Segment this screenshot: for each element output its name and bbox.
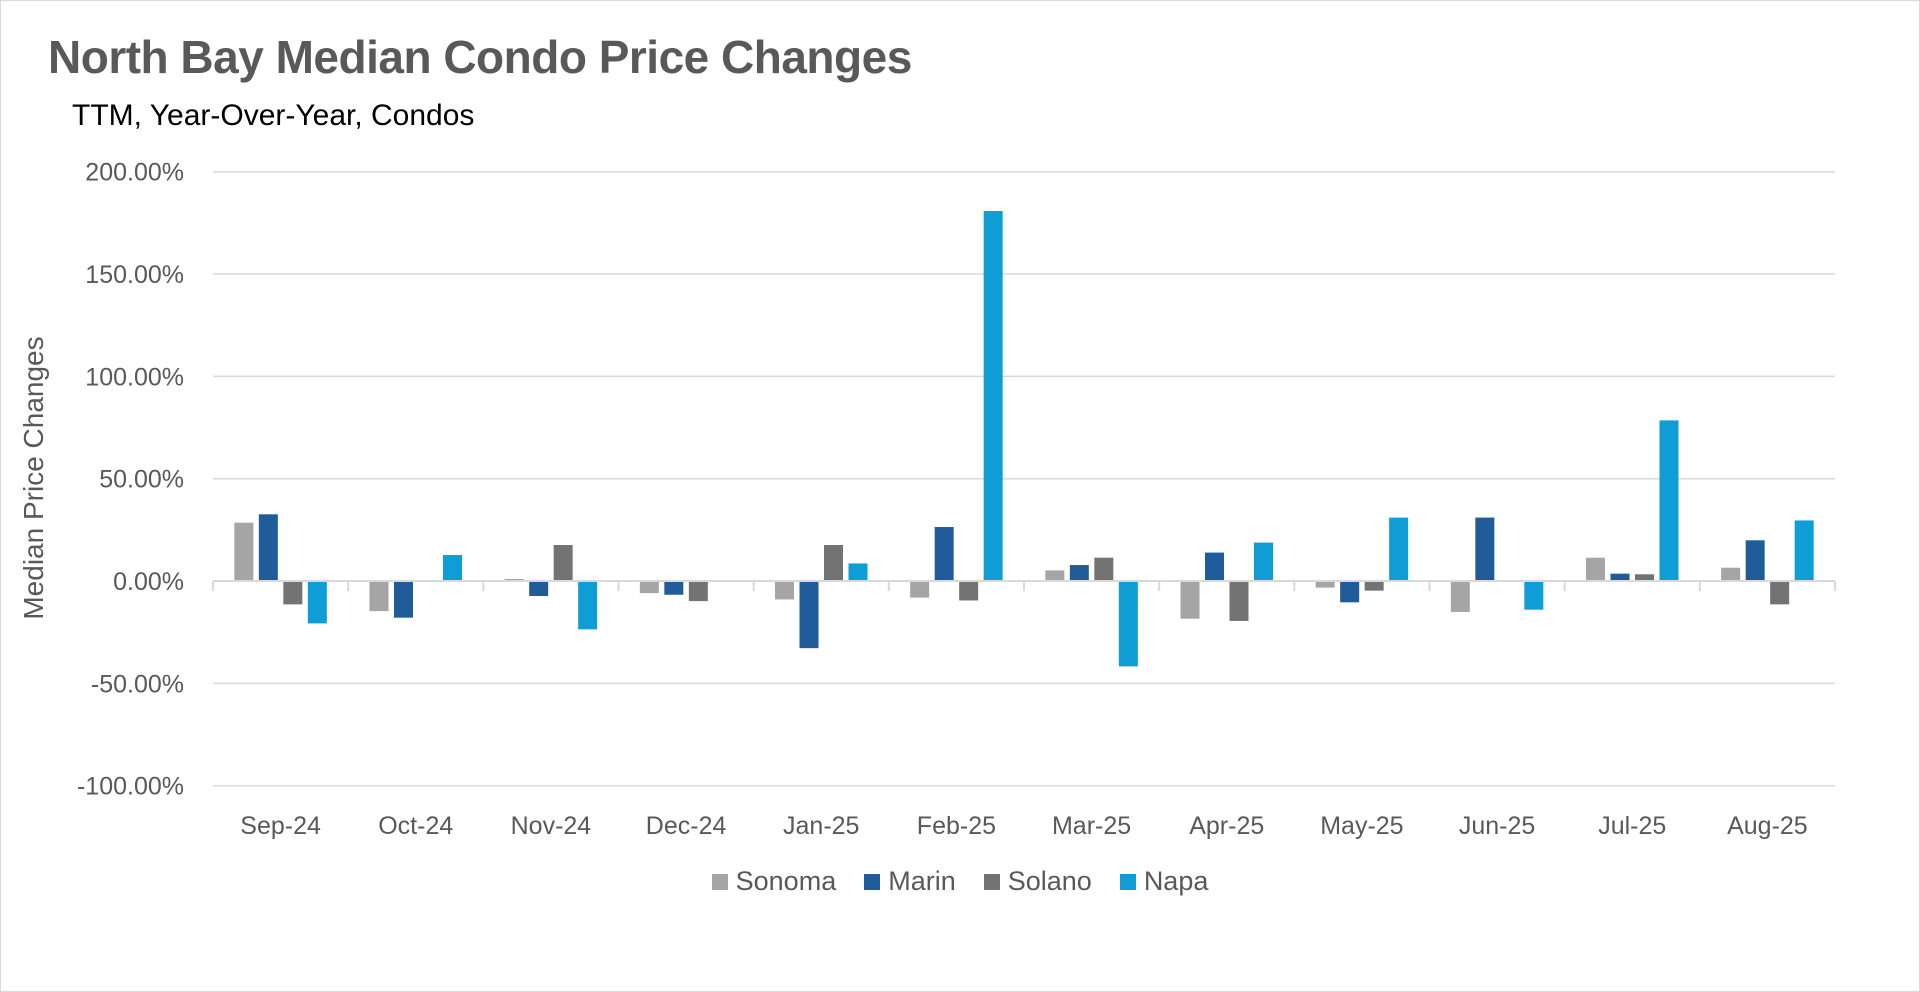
- bar-solano: [824, 545, 843, 582]
- bar-napa: [1254, 542, 1273, 582]
- legend-item: Solano: [983, 866, 1092, 897]
- legend-swatch: [983, 873, 1000, 890]
- legend-label: Sonoma: [735, 866, 837, 896]
- y-tick-label: 150.00%: [85, 261, 184, 289]
- legend-item: Sonoma: [711, 866, 837, 897]
- bar-sonoma: [1721, 567, 1741, 582]
- bar-solano: [1770, 581, 1790, 605]
- bar-sonoma: [775, 581, 794, 600]
- x-tick-label: Jul-25: [1598, 812, 1666, 840]
- chart-title: North Bay Median Condo Price Changes: [48, 31, 912, 83]
- bar-napa: [1118, 581, 1138, 667]
- x-tick-label: Oct-24: [378, 812, 453, 840]
- bar-napa: [443, 555, 462, 582]
- bar-napa: [1389, 517, 1409, 582]
- y-axis-label: Median Price Changes: [18, 336, 49, 619]
- x-axis-ticks: Sep-24 Oct-24 Nov-24 Dec-24 Jan-25 Feb-25 Mar-…: [240, 812, 1807, 840]
- bar-solano: [1094, 557, 1114, 582]
- y-tick-label: -50.00%: [91, 670, 184, 698]
- y-tick-label: -100.00%: [77, 773, 184, 801]
- legend-swatch: [711, 873, 728, 890]
- x-tick-label: Dec-24: [646, 812, 727, 840]
- bar-napa: [1659, 420, 1679, 582]
- bar-marin: [258, 514, 278, 582]
- bar-napa: [307, 581, 327, 624]
- legend-item: Marin: [864, 866, 956, 897]
- chart-subtitle: TTM, Year-Over-Year, Condos: [72, 99, 475, 132]
- bar-napa: [983, 210, 1003, 582]
- bar-napa: [1794, 520, 1814, 582]
- bar-marin: [529, 581, 549, 596]
- bar-sonoma: [369, 581, 389, 612]
- x-tick-label: Aug-25: [1727, 812, 1808, 840]
- legend-label: Marin: [888, 866, 956, 896]
- legend-item: Napa: [1119, 866, 1209, 897]
- bar-marin: [664, 581, 684, 595]
- bar-solano: [1635, 574, 1654, 582]
- y-tick-label: 0.00%: [113, 568, 184, 596]
- x-tick-label: Apr-25: [1189, 812, 1264, 840]
- legend-swatch: [1119, 873, 1136, 890]
- bar-napa: [578, 581, 598, 630]
- x-axis: [212, 580, 1836, 592]
- bar-marin: [1205, 552, 1224, 582]
- bar-sonoma: [1045, 570, 1065, 582]
- bar-sonoma: [639, 581, 659, 594]
- bar-sonoma: [504, 578, 524, 582]
- gridlines: [213, 170, 1835, 787]
- y-tick-label: 200.00%: [85, 159, 184, 187]
- bar-sonoma: [910, 581, 930, 598]
- bar-solano: [688, 581, 708, 602]
- bar-napa: [1524, 581, 1544, 610]
- bar-marin: [1069, 565, 1089, 582]
- bars: [234, 210, 1814, 667]
- y-tick-label: 50.00%: [99, 466, 184, 494]
- x-tick-label: Jun-25: [1459, 812, 1535, 840]
- y-axis-ticks: 200.00% 150.00% 100.00% 50.00% 0.00% -50.00% -…: [77, 159, 184, 801]
- legend-label: Solano: [1007, 866, 1092, 896]
- bar-marin: [799, 581, 819, 649]
- bar-marin: [1475, 517, 1495, 582]
- bar-marin: [394, 581, 413, 618]
- bar-sonoma: [234, 522, 254, 582]
- x-tick-label: Jan-25: [783, 812, 859, 840]
- bar-marin: [1340, 581, 1360, 603]
- bar-sonoma: [1315, 581, 1335, 588]
- bar-sonoma: [1180, 581, 1200, 619]
- bar-marin: [1610, 573, 1630, 582]
- bar-solano: [959, 581, 979, 601]
- x-tick-label: Mar-25: [1052, 812, 1131, 840]
- x-tick-label: Sep-24: [240, 812, 321, 840]
- bar-solano: [1229, 581, 1249, 621]
- bar-sonoma: [1450, 581, 1470, 612]
- legend-label: Napa: [1143, 866, 1209, 896]
- bar-sonoma: [1586, 557, 1605, 582]
- x-tick-label: May-25: [1320, 812, 1403, 840]
- legend: Sonoma Marin Solano Napa: [0, 866, 1920, 897]
- bar-solano: [553, 545, 573, 582]
- bar-solano: [1364, 581, 1384, 591]
- legend-swatch: [864, 873, 881, 890]
- bar-marin: [1745, 540, 1765, 582]
- bar-marin: [934, 527, 954, 582]
- x-tick-label: Nov-24: [511, 812, 592, 840]
- x-tick-label: Feb-25: [917, 812, 996, 840]
- bar-napa: [848, 563, 868, 582]
- y-tick-label: 100.00%: [85, 363, 184, 391]
- bar-solano: [283, 581, 303, 605]
